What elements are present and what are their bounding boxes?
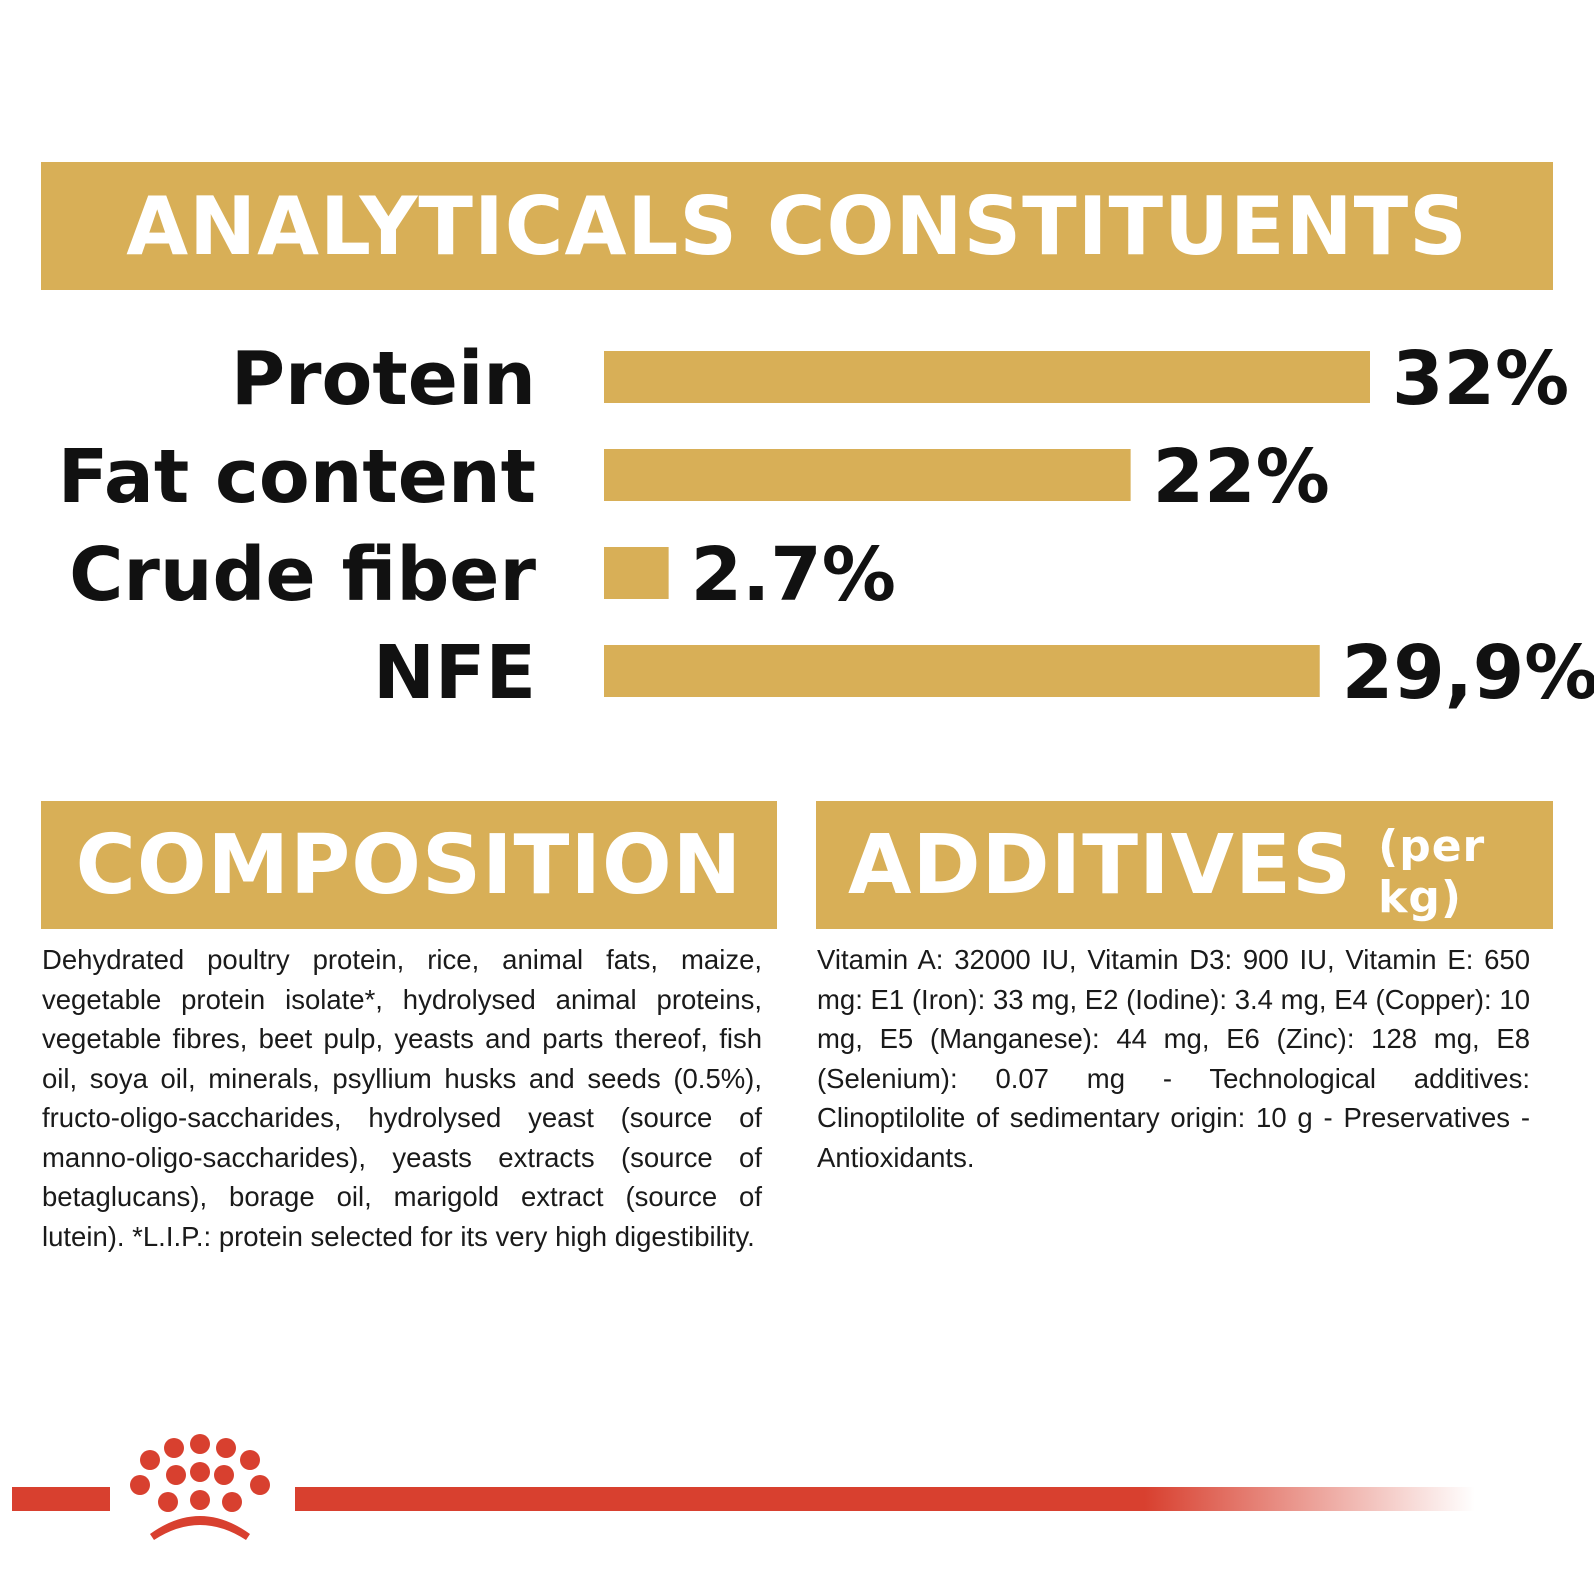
bar-protein [604,351,1370,403]
brand-stripe-right [295,1487,1475,1511]
category-label-crude-fiber: Crude fiber [69,532,536,618]
value-label-crude-fiber: 2.7% [691,532,896,618]
additives-title: ADDITIVES [848,817,1353,913]
additives-heading: ADDITIVES (per kg) [816,801,1553,929]
category-label-protein: Protein [231,336,536,422]
analytics-title: ANALYTICALS CONSTITUENTS [126,179,1468,273]
category-label-nfe: NFE [373,630,536,716]
bar-nfe [604,645,1320,697]
analytics-heading: ANALYTICALS CONSTITUENTS [41,162,1553,290]
value-label-protein: 32% [1392,336,1569,422]
value-label-fat-content: 22% [1153,434,1330,520]
composition-text: Dehydrated poultry protein, rice, animal… [42,944,762,1252]
brand-footer [12,1434,1475,1540]
additives-title-suffix: (per kg) [1378,821,1486,923]
analytics-bar-chart: Protein 32% Fat content 22% Crude fiber 2.7% N… [58,336,1594,716]
bar-crude-fiber [604,547,669,599]
royal-canin-crown-icon [130,1434,270,1540]
value-label-nfe: 29,9% [1342,630,1594,716]
brand-stripe-left [12,1487,110,1511]
category-label-fat-content: Fat content [58,434,536,520]
additives-text: Vitamin A: 32000 IU, Vitamin D3: 900 IU,… [817,944,1530,1173]
bar-fat-content [604,449,1131,501]
composition-title: COMPOSITION [75,817,743,913]
composition-heading: COMPOSITION [41,801,777,929]
